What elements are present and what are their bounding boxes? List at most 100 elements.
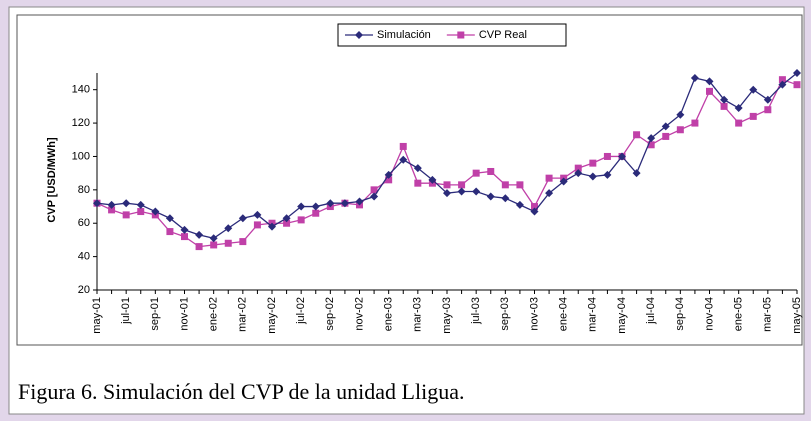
data-point — [209, 234, 218, 243]
data-point — [588, 172, 597, 181]
data-point — [778, 76, 786, 84]
x-tick-label: sep-04 — [674, 297, 686, 331]
x-tick-label: jul-01 — [120, 297, 132, 325]
x-tick-label: ene-05 — [733, 297, 745, 331]
data-point — [633, 131, 641, 139]
data-point — [283, 219, 291, 227]
x-tick-label: ene-03 — [383, 297, 395, 331]
data-point — [705, 77, 714, 86]
x-tick-label: may-03 — [441, 297, 453, 334]
legend-marker — [457, 31, 465, 39]
data-point — [355, 197, 364, 206]
data-point — [312, 209, 320, 217]
data-point — [428, 175, 437, 184]
x-tick-label: mar-05 — [762, 297, 774, 332]
data-point — [122, 211, 130, 219]
x-tick-label: nov-04 — [703, 297, 715, 331]
x-tick-label: jul-04 — [645, 297, 657, 325]
data-point — [370, 186, 378, 194]
caption: Figura 6. Simulación del CVP de la unida… — [18, 379, 464, 404]
y-tick-label: 20 — [78, 284, 90, 296]
data-point — [253, 210, 262, 219]
x-tick-label: jul-03 — [470, 297, 482, 325]
data-point — [530, 207, 539, 216]
data-point — [661, 122, 670, 131]
data-point — [443, 181, 451, 189]
data-point — [107, 200, 116, 209]
y-tick-label: 120 — [72, 117, 90, 129]
y-tick-label: 40 — [78, 251, 90, 263]
data-point — [793, 69, 801, 77]
data-point — [165, 214, 174, 223]
data-point — [224, 239, 232, 247]
data-point — [647, 134, 656, 143]
data-point — [137, 208, 145, 216]
y-tick-label: 80 — [78, 184, 90, 196]
data-point — [472, 169, 480, 177]
data-point — [181, 233, 188, 241]
legend-marker — [355, 31, 363, 39]
data-point — [210, 241, 218, 249]
x-tick-label: may-04 — [616, 297, 628, 334]
x-tick-label: sep-03 — [499, 297, 511, 331]
data-point — [734, 104, 743, 113]
data-point — [93, 199, 101, 208]
data-point — [690, 74, 699, 83]
data-point — [662, 132, 670, 140]
data-point — [108, 206, 116, 214]
data-point — [195, 230, 204, 239]
data-point — [720, 95, 729, 104]
data-point — [559, 177, 568, 186]
data-point — [282, 214, 291, 223]
data-point — [180, 225, 189, 234]
x-tick-label: may-01 — [91, 297, 103, 334]
legend-label: Simulación — [377, 29, 431, 41]
x-tick-label: nov-02 — [353, 297, 365, 331]
data-point — [311, 202, 320, 211]
data-point — [632, 169, 641, 178]
data-point — [224, 224, 233, 233]
data-point — [385, 176, 393, 184]
data-point — [297, 216, 305, 224]
data-point — [501, 194, 510, 203]
legend-label: CVP Real — [479, 29, 527, 41]
x-tick-label: mar-03 — [412, 297, 424, 332]
data-point — [238, 214, 247, 223]
y-axis-label: CVP [USD/MWh] — [46, 137, 58, 223]
data-point — [545, 189, 554, 198]
data-point — [399, 155, 408, 164]
x-tick-label: jul-02 — [295, 297, 307, 325]
data-point — [793, 81, 801, 89]
x-tick-label: ene-04 — [558, 297, 570, 331]
x-tick-label: sep-02 — [324, 297, 336, 331]
x-tick-label: mar-04 — [587, 297, 599, 332]
data-point — [122, 199, 131, 208]
data-point — [501, 181, 509, 189]
data-point — [720, 102, 728, 110]
data-point — [486, 192, 495, 201]
data-point — [589, 159, 597, 167]
x-tick-label: sep-01 — [149, 297, 161, 331]
data-point — [706, 87, 713, 95]
data-point — [647, 141, 655, 149]
data-point — [574, 164, 582, 172]
data-point — [340, 199, 349, 208]
x-tick-label: mar-02 — [237, 297, 249, 332]
y-tick-label: 60 — [78, 217, 90, 229]
x-tick-label: may-05 — [791, 297, 803, 334]
data-point — [749, 85, 758, 94]
data-point — [472, 187, 481, 196]
data-point — [603, 152, 611, 160]
x-tick-label: nov-01 — [178, 297, 190, 331]
data-point — [516, 181, 524, 189]
data-point — [253, 221, 261, 229]
data-point — [487, 167, 495, 175]
data-point — [778, 80, 787, 89]
data-point — [545, 174, 553, 182]
data-point — [297, 202, 306, 211]
data-point — [268, 222, 276, 231]
data-point — [691, 119, 699, 127]
data-point — [151, 207, 160, 216]
data-point — [764, 106, 772, 114]
